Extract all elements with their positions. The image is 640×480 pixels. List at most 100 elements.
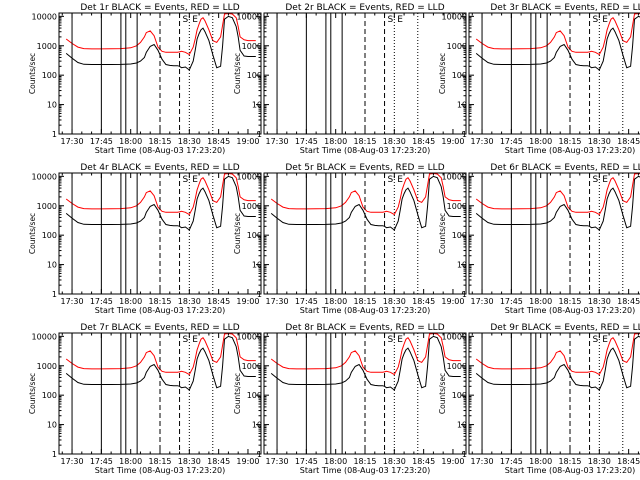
y-tick-label: 1000	[37, 362, 57, 371]
event-letter: S	[182, 175, 188, 185]
y-axis-label: Counts/sec	[233, 53, 242, 94]
x-tick-label: 18:30	[383, 457, 406, 466]
x-axis-label: Start Time (08-Aug-03 17:23:20)	[300, 466, 431, 475]
x-tick-label: 18:15	[148, 457, 171, 466]
x-tick-label: 18:00	[324, 137, 347, 146]
y-tick-label: 100	[42, 231, 57, 240]
y-tick-label: 10	[457, 261, 467, 270]
x-tick-label: 17:45	[90, 457, 113, 466]
panel-title: Det 6r BLACK = Events, RED = LLD	[490, 163, 640, 173]
x-tick-label: 18:30	[588, 457, 611, 466]
y-tick-label: 1	[257, 290, 262, 299]
panel-plot-area	[270, 333, 461, 454]
y-tick-label: 10	[457, 421, 467, 430]
x-tick-label: 18:15	[558, 297, 581, 306]
panel-title: Det 8r BLACK = Events, RED = LLD	[285, 323, 444, 333]
y-tick-label: 100	[247, 231, 262, 240]
x-tick-label: 17:45	[90, 297, 113, 306]
series-line-events	[475, 15, 640, 71]
x-tick-label: 18:45	[617, 297, 640, 306]
x-tick-label: 18:45	[412, 457, 435, 466]
y-tick-label: 10	[252, 101, 262, 110]
x-tick-label: 17:45	[295, 457, 318, 466]
y-tick-label: 1000	[37, 202, 57, 211]
y-tick-label: 10	[47, 421, 57, 430]
y-tick-label: 1	[462, 290, 467, 299]
x-tick-label: 18:00	[119, 457, 142, 466]
x-tick-label: 17:45	[500, 457, 523, 466]
panel-plot-area	[475, 173, 640, 294]
series-line-events	[475, 175, 640, 231]
series-line-lld	[270, 173, 461, 216]
x-tick-label: 17:30	[266, 457, 289, 466]
y-axis-label: Counts/sec	[28, 53, 37, 94]
x-tick-label: 18:45	[617, 137, 640, 146]
event-letter: E	[397, 175, 403, 185]
y-tick-label: 1	[257, 130, 262, 139]
series-line-events	[65, 15, 256, 71]
x-tick-label: 19:00	[441, 457, 464, 466]
y-tick-label: 10	[252, 421, 262, 430]
series-line-events	[475, 335, 640, 391]
y-tick-label: 100	[247, 391, 262, 400]
series-line-events	[270, 175, 461, 231]
panel-title: Det 4r BLACK = Events, RED = LLD	[80, 163, 239, 173]
x-axis-label: Start Time (08-Aug-03 17:23:20)	[300, 146, 431, 155]
event-letter: E	[192, 335, 198, 345]
y-tick-label: 10000	[237, 332, 262, 341]
event-letter: E	[192, 15, 198, 25]
event-letter: S	[182, 335, 188, 345]
series-line-lld	[475, 13, 640, 56]
event-letter: S	[387, 175, 393, 185]
event-letter: E	[602, 335, 608, 345]
y-tick-label: 10	[457, 101, 467, 110]
panel-plot-area	[475, 13, 640, 134]
detector-panel-9: Det 9r BLACK = Events, RED = LLD S E 1 10 100…	[438, 323, 640, 475]
y-tick-label: 10000	[442, 172, 467, 181]
x-tick-label: 18:15	[148, 297, 171, 306]
detector-panel-7: Det 7r BLACK = Events, RED = LLD S E 1 10 100…	[28, 323, 262, 475]
y-tick-label: 10000	[32, 12, 57, 21]
x-tick-label: 17:30	[61, 457, 84, 466]
event-letter: E	[397, 15, 403, 25]
y-tick-label: 1	[462, 450, 467, 459]
x-tick-label: 18:15	[558, 457, 581, 466]
x-tick-label: 17:30	[471, 137, 494, 146]
y-tick-label: 1000	[37, 42, 57, 51]
x-tick-label: 18:30	[588, 297, 611, 306]
y-tick-label: 1000	[447, 42, 467, 51]
event-letter: S	[592, 175, 598, 185]
x-axis-label: Start Time (08-Aug-03 17:23:20)	[505, 466, 636, 475]
x-tick-label: 18:30	[588, 137, 611, 146]
x-tick-label: 17:45	[295, 297, 318, 306]
y-tick-label: 100	[452, 391, 467, 400]
detector-panel-3: Det 3r BLACK = Events, RED = LLD S E 1 10 100…	[438, 3, 640, 155]
panel-plot-area	[65, 173, 256, 294]
x-tick-label: 17:30	[61, 297, 84, 306]
x-tick-label: 18:00	[529, 297, 552, 306]
x-tick-label: 18:15	[353, 457, 376, 466]
y-tick-label: 10000	[237, 12, 262, 21]
y-axis-label: Counts/sec	[438, 373, 447, 414]
y-tick-label: 10000	[442, 332, 467, 341]
x-axis-label: Start Time (08-Aug-03 17:23:20)	[300, 306, 431, 315]
y-tick-label: 100	[247, 71, 262, 80]
x-tick-label: 17:30	[266, 137, 289, 146]
series-line-lld	[65, 13, 256, 56]
y-tick-label: 1000	[447, 202, 467, 211]
series-line-lld	[65, 333, 256, 376]
series-line-lld	[475, 173, 640, 216]
x-tick-label: 18:45	[412, 297, 435, 306]
panel-plot-area	[270, 173, 461, 294]
y-tick-label: 100	[452, 231, 467, 240]
x-tick-label: 17:30	[61, 137, 84, 146]
y-tick-label: 10	[252, 261, 262, 270]
y-tick-label: 1	[52, 290, 57, 299]
y-tick-label: 1000	[242, 362, 262, 371]
x-tick-label: 18:00	[324, 297, 347, 306]
y-tick-label: 100	[42, 391, 57, 400]
x-tick-label: 18:15	[353, 297, 376, 306]
x-tick-label: 18:30	[178, 457, 201, 466]
detector-panel-5: Det 5r BLACK = Events, RED = LLD S E 1 10 100…	[233, 163, 467, 315]
